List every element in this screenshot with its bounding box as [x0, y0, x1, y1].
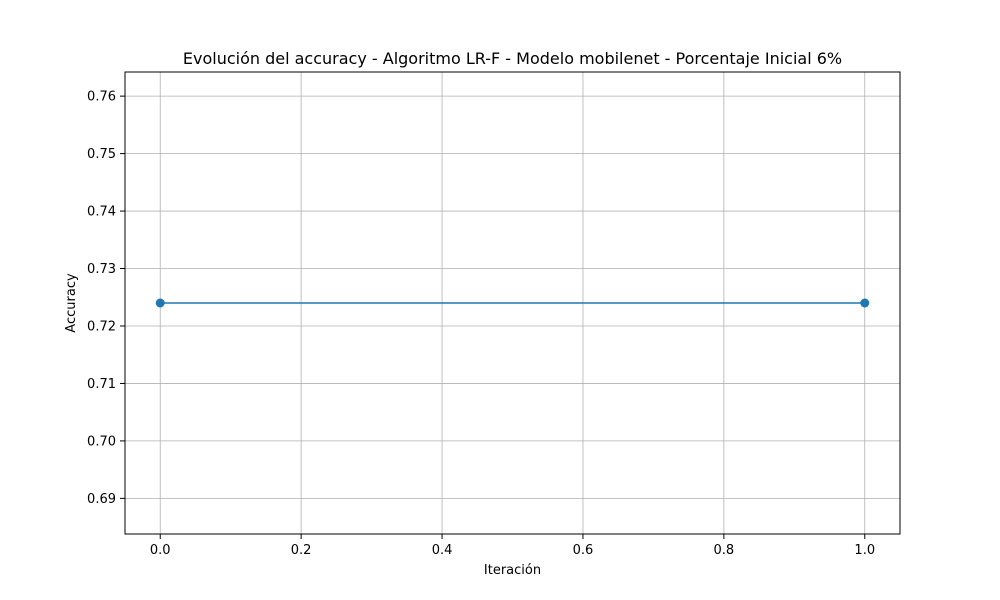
y-tick-label: 0.73: [87, 262, 116, 277]
y-axis-ticks: 0.69 0.70 0.71 0.72 0.73 0.74 0.75 0.76: [87, 90, 125, 507]
x-tick-label: 0.2: [291, 543, 312, 558]
x-tick-label: 1.0: [854, 543, 875, 558]
x-tick-label: 0.8: [714, 543, 735, 558]
y-tick-label: 0.71: [87, 377, 116, 392]
y-tick-label: 0.69: [87, 492, 116, 507]
y-tick-label: 0.70: [87, 434, 116, 449]
data-point: [860, 298, 870, 308]
x-tick-label: 0.6: [573, 543, 594, 558]
x-axis-ticks: 0.0 0.2 0.4 0.6 0.8 1.0: [150, 534, 875, 558]
x-tick-label: 0.4: [432, 543, 453, 558]
y-axis-label: Accuracy: [64, 273, 79, 333]
chart-title: Evolución del accuracy - Algoritmo LR-F …: [183, 49, 842, 68]
x-tick-label: 0.0: [150, 543, 171, 558]
y-tick-label: 0.72: [87, 319, 116, 334]
plot-frame: [124, 71, 901, 535]
x-axis-label: Iteración: [484, 563, 541, 578]
data-point: [155, 298, 165, 308]
y-tick-label: 0.74: [87, 205, 116, 220]
series-layer: [155, 298, 870, 308]
y-tick-label: 0.75: [87, 147, 116, 162]
y-tick-label: 0.76: [87, 90, 116, 105]
